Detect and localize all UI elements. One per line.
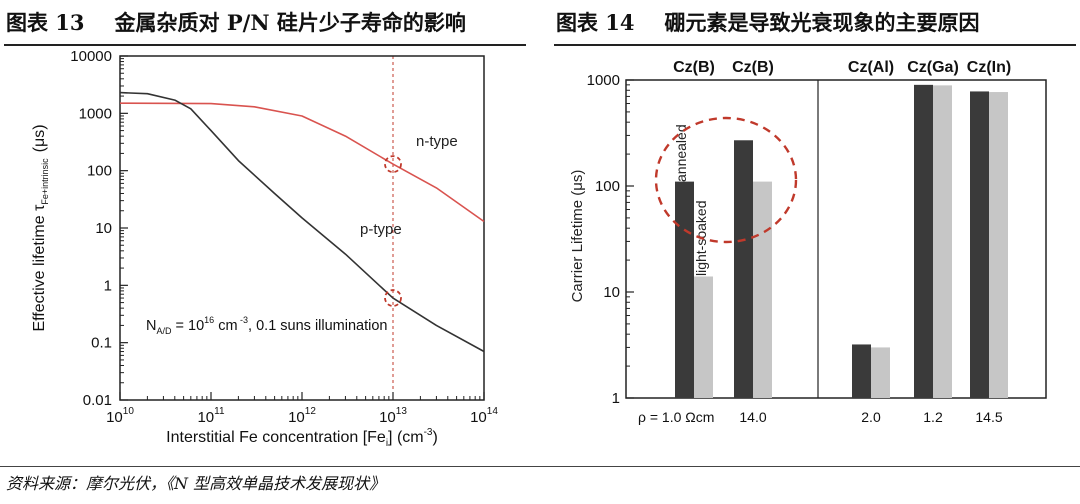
bar-light-soaked [933, 85, 952, 398]
bar-light-soaked [694, 276, 713, 398]
plot-frame [625, 79, 1047, 399]
right-header-rule [554, 44, 1076, 46]
resistivity-label: 14.0 [739, 409, 766, 425]
highlight-marker [384, 289, 402, 307]
plot-frame [119, 55, 485, 401]
bar-annealed [675, 181, 694, 398]
x-tick-label: 1012 [288, 406, 316, 426]
category-label: Cz(Ga) [907, 59, 959, 76]
right-figure-title: 硼元素是导致光衰现象的主要原因 [664, 10, 980, 35]
y-tick-label: 10 [603, 284, 620, 301]
y-tick-label: 1 [104, 277, 112, 294]
source-rule [0, 466, 1080, 467]
category-label: Cz(B) [732, 59, 774, 76]
bar-annealed [914, 84, 933, 399]
y-axis-label: Carrier Lifetime (μs) [569, 170, 586, 303]
right-figure-number: 图表 14 [556, 10, 635, 35]
resistivity-label: 1.2 [923, 409, 943, 425]
left-figure-title: 金属杂质对 P/N 硅片少子寿命的影响 [114, 10, 466, 35]
series-line-n-type [119, 102, 485, 223]
y-tick-label: 1000 [79, 105, 112, 122]
y-tick-label: 1000 [587, 72, 620, 89]
category-label: Cz(Al) [848, 59, 894, 76]
y-axis-label: Effective lifetime τFe+intrinsic(μs) [31, 124, 50, 331]
x-tick-label: 1013 [379, 406, 407, 426]
y-tick-label: 10000 [70, 48, 112, 65]
right-figure-header: 图表 14 硼元素是导致光衰现象的主要原因 [556, 0, 980, 44]
y-tick-label: 100 [87, 163, 112, 180]
resistivity-label: 2.0 [861, 409, 881, 425]
x-tick-label: 1010 [106, 406, 134, 426]
category-label: Cz(In) [967, 59, 1011, 76]
source-note: 资料来源：摩尔光伏，《N 型高效单晶技术发展现状》 [6, 474, 386, 493]
left-header-rule [4, 44, 526, 46]
series-label-p-type: p-type [360, 221, 402, 238]
bar-annealed [852, 344, 871, 398]
y-tick-label: 0.01 [83, 392, 112, 409]
highlight-circle [654, 116, 798, 244]
conditions-annotation: NA/D = 1016 cm -3, 0.1 suns illumination [146, 315, 387, 336]
left-figure-header: 图表 13 金属杂质对 P/N 硅片少子寿命的影响 [6, 0, 466, 44]
series-line-p-type [119, 91, 485, 353]
bar-annealed [734, 140, 753, 398]
fe-lifetime-chart: 1010 1011 1012 1013 1014 0.01 0.1 1 10 100 1000 100… [31, 48, 498, 449]
resistivity-label: 14.5 [975, 409, 1002, 425]
y-tick-label: 1 [612, 390, 620, 407]
y-tick-label: 10 [95, 220, 112, 237]
resistivity-prefix: ρ = 1.0 Ωcm [638, 409, 714, 425]
category-label: Cz(B) [673, 59, 715, 76]
y-tick-label: 100 [595, 178, 620, 195]
series-label-n-type: n-type [416, 133, 458, 150]
bar-light-soaked [871, 347, 890, 398]
bar-annealed [970, 91, 989, 398]
left-figure-number: 图表 13 [6, 10, 85, 35]
series-label-annealed: annealed [673, 124, 689, 182]
x-tick-label: 1014 [470, 406, 498, 426]
highlight-marker [384, 155, 402, 174]
x-tick-label: 1011 [197, 406, 225, 426]
x-axis-label: Interstitial Fe concentration [Fei] (cm-… [166, 427, 438, 449]
bar-light-soaked [989, 92, 1008, 398]
bar-light-soaked [753, 181, 772, 398]
y-tick-label: 0.1 [91, 335, 112, 352]
